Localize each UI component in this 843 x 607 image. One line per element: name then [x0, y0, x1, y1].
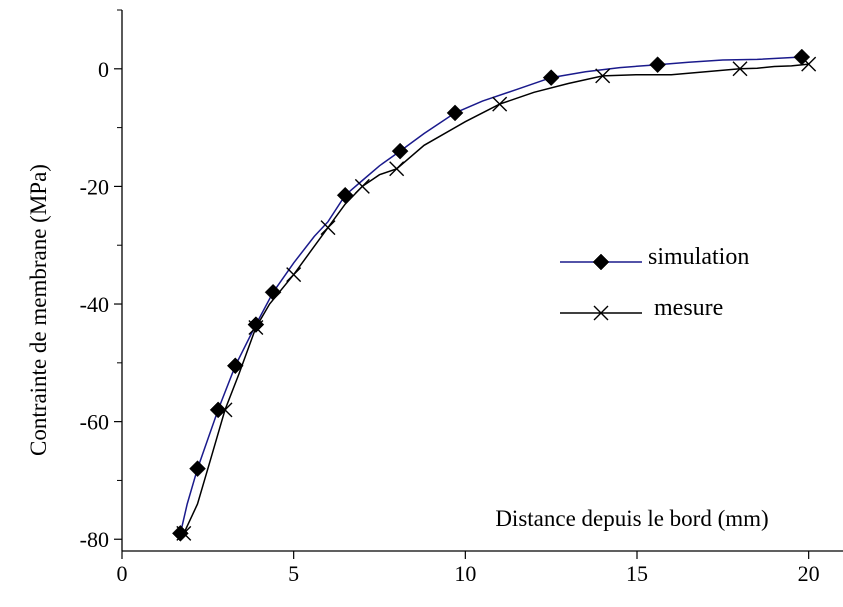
legend-marker: [593, 305, 609, 321]
data-point-diamond: [446, 104, 464, 122]
series-line: [179, 56, 802, 534]
data-point-x: [248, 320, 264, 336]
data-point-diamond: [189, 460, 206, 478]
y-tick-label: 0: [98, 57, 109, 82]
x-tick-label: 10: [454, 561, 476, 586]
data-point-x: [492, 96, 508, 112]
series-simulation: [172, 48, 811, 542]
y-tick-label: -20: [80, 174, 109, 199]
legend-item: mesure: [560, 295, 723, 321]
legend: simulation mesure: [560, 244, 749, 321]
data-point-diamond: [391, 142, 409, 160]
data-point-diamond: [226, 357, 244, 375]
x-axis-title: Distance depuis le bord (mm): [495, 506, 768, 531]
data-point-x: [217, 402, 233, 418]
data-point-x: [320, 220, 336, 236]
data-point-x: [595, 68, 611, 84]
series-line: [183, 63, 809, 534]
data-point-diamond: [542, 69, 560, 86]
data-point-x: [176, 525, 192, 541]
x-tick-label: 0: [117, 561, 128, 586]
y-tick-label: -40: [80, 292, 109, 317]
series-layer: [172, 48, 817, 542]
x-tick-label: 20: [798, 561, 820, 586]
y-tick-label: -80: [80, 527, 109, 552]
legend-marker: [592, 253, 610, 271]
legend-label: mesure: [654, 295, 723, 321]
data-point-x: [354, 178, 370, 194]
y-tick-label: -60: [80, 410, 109, 435]
legend-item: simulation: [560, 244, 749, 271]
data-point-diamond: [209, 401, 227, 419]
data-point-x: [732, 61, 748, 77]
data-point-x: [801, 56, 817, 72]
data-point-diamond: [649, 56, 666, 74]
x-tick-label: 5: [288, 561, 299, 586]
ticks: 0 5 10 15 20 0 -20 -40 -60 -80: [80, 9, 820, 586]
legend-label: simulation: [648, 244, 749, 270]
axes: [121, 10, 843, 552]
data-point-x: [389, 161, 405, 177]
x-tick-label: 15: [626, 561, 648, 586]
data-point-x: [286, 267, 302, 283]
series-mesure: [176, 56, 817, 541]
y-axis-title: Contrainte de membrane (MPa): [26, 164, 51, 456]
